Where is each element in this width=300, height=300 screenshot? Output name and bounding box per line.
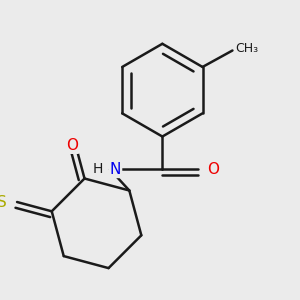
Text: O: O (66, 138, 78, 153)
Text: O: O (207, 162, 219, 177)
Text: H: H (92, 162, 103, 176)
Text: S: S (0, 194, 7, 209)
Text: N: N (110, 162, 121, 177)
Text: CH₃: CH₃ (235, 42, 258, 55)
